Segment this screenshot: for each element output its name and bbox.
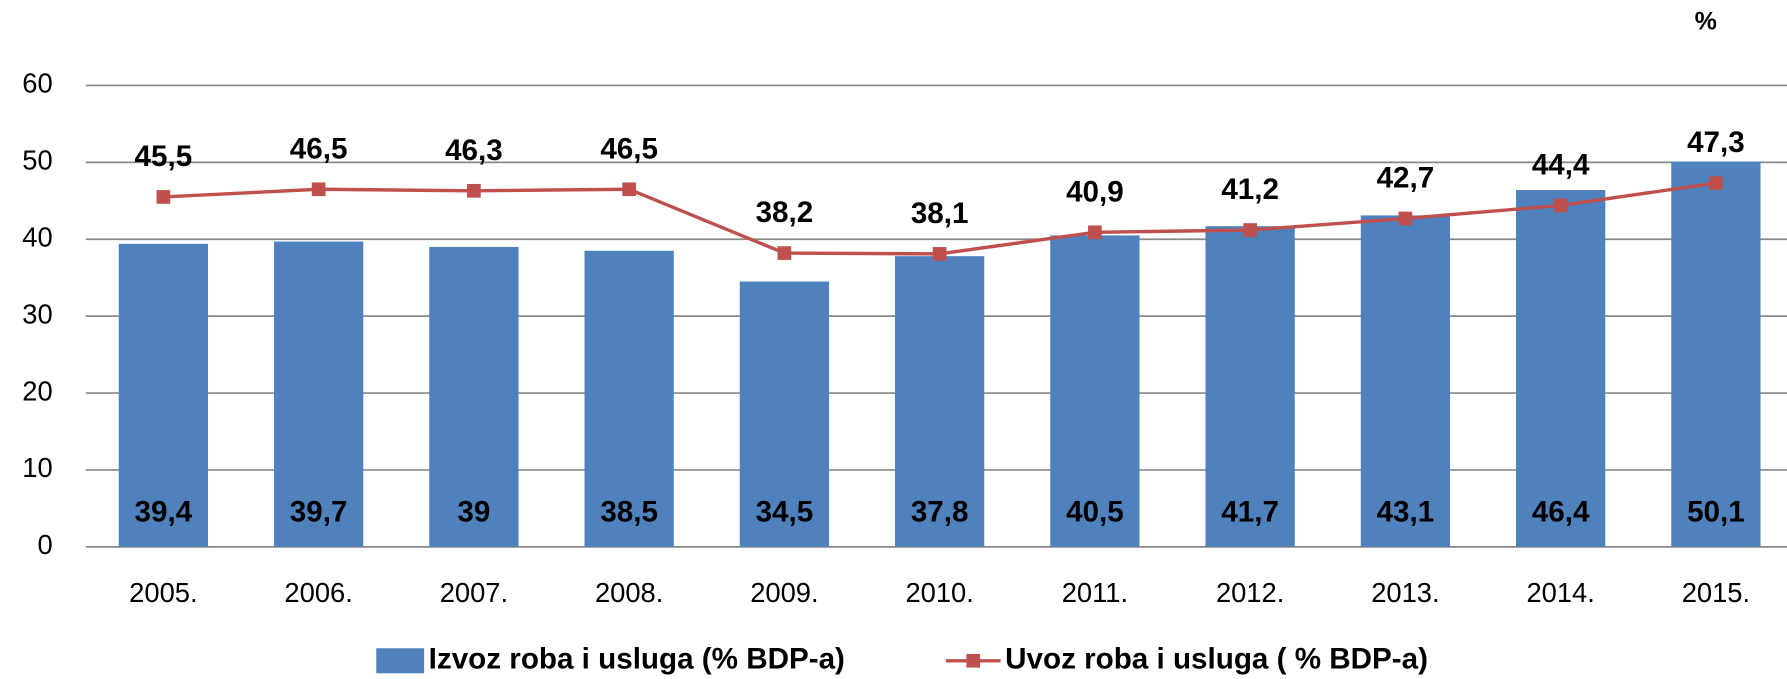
bar-value-label: 46,4 bbox=[1532, 496, 1590, 529]
bar bbox=[1360, 215, 1451, 547]
line-marker bbox=[932, 247, 947, 261]
bar bbox=[584, 250, 674, 547]
y-tick-label: 40 bbox=[22, 221, 52, 252]
legend-swatch bbox=[376, 648, 425, 674]
bar-value-label: 34,5 bbox=[756, 496, 814, 529]
line-marker bbox=[1709, 176, 1723, 190]
x-tick-label: 2008. bbox=[595, 577, 663, 608]
line-marker bbox=[1398, 211, 1413, 226]
x-tick-label: 2013. bbox=[1371, 577, 1439, 608]
y-tick-label: 30 bbox=[22, 298, 52, 329]
line-value-label: 46,5 bbox=[600, 132, 658, 165]
y-tick-label: 20 bbox=[22, 375, 52, 406]
bar-value-label: 41,7 bbox=[1221, 496, 1279, 529]
bar-value-label: 39,7 bbox=[290, 496, 348, 529]
line-marker bbox=[622, 182, 636, 197]
bar-value-label: 39,4 bbox=[135, 496, 193, 529]
x-tick-label: 2009. bbox=[750, 577, 818, 608]
y-tick-label: 0 bbox=[38, 529, 53, 560]
bar bbox=[1671, 161, 1761, 547]
line-value-label: 46,5 bbox=[290, 132, 348, 165]
bar bbox=[429, 246, 519, 547]
legend-label: Izvoz roba i usluga (% BDP-a) bbox=[429, 643, 845, 676]
unit-label: % bbox=[1695, 7, 1717, 35]
line-marker bbox=[467, 183, 481, 198]
line-value-label: 46,3 bbox=[445, 134, 503, 167]
line-value-label: 38,1 bbox=[911, 197, 969, 230]
y-tick-label: 60 bbox=[22, 68, 52, 99]
line-marker bbox=[777, 246, 792, 260]
bar bbox=[1050, 235, 1140, 547]
x-tick-label: 2012. bbox=[1216, 577, 1284, 608]
legend-swatch-marker bbox=[966, 653, 981, 668]
bar-value-label: 40,5 bbox=[1066, 496, 1124, 529]
bar bbox=[1516, 190, 1606, 547]
bar bbox=[895, 256, 985, 547]
bar bbox=[1205, 226, 1295, 547]
line-value-label: 41,2 bbox=[1221, 173, 1279, 206]
bar bbox=[118, 243, 209, 547]
bar-value-label: 37,8 bbox=[911, 496, 969, 529]
y-tick-label: 10 bbox=[22, 452, 52, 483]
line-marker bbox=[1553, 198, 1568, 213]
bar-value-label: 43,1 bbox=[1377, 496, 1435, 529]
x-tick-label: 2010. bbox=[905, 577, 973, 608]
bar-value-label: 39 bbox=[457, 496, 490, 529]
x-tick-label: 2005. bbox=[129, 577, 197, 608]
line-value-label: 45,5 bbox=[135, 140, 193, 173]
line-marker bbox=[311, 182, 326, 197]
x-tick-label: 2014. bbox=[1526, 577, 1594, 608]
line-value-label: 47,3 bbox=[1687, 126, 1745, 159]
x-tick-label: 2006. bbox=[284, 577, 352, 608]
x-tick-label: 2007. bbox=[440, 577, 508, 608]
line-value-label: 44,4 bbox=[1532, 149, 1590, 182]
bar bbox=[739, 281, 830, 547]
line-marker bbox=[1243, 223, 1257, 237]
line-value-label: 38,2 bbox=[756, 196, 814, 229]
line-value-label: 42,7 bbox=[1377, 162, 1435, 195]
bar-value-label: 50,1 bbox=[1687, 496, 1745, 529]
bar bbox=[274, 241, 364, 547]
line-value-label: 40,9 bbox=[1066, 175, 1124, 208]
legend-label: Uvoz roba i usluga ( % BDP-a) bbox=[1005, 643, 1428, 676]
x-tick-label: 2011. bbox=[1062, 577, 1128, 608]
bar-value-label: 38,5 bbox=[600, 496, 658, 529]
line-marker bbox=[1088, 225, 1102, 240]
line-marker bbox=[156, 190, 171, 204]
y-tick-label: 50 bbox=[22, 145, 52, 176]
x-tick-label: 2015. bbox=[1682, 577, 1750, 608]
